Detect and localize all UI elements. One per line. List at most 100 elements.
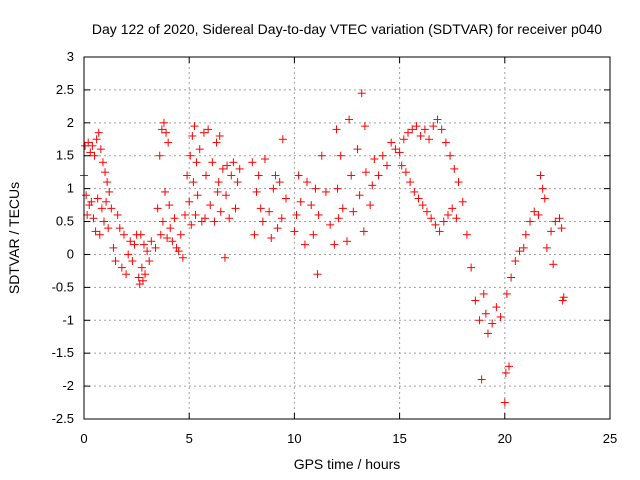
data-point [501,368,510,377]
data-point [404,128,413,137]
data-point [95,230,104,239]
data-point [549,260,558,269]
y-tick-label: 0 [67,246,74,261]
data-point [290,227,299,236]
data-point [151,243,160,252]
data-point [540,194,549,203]
data-point [188,131,197,140]
data-point [278,135,287,144]
data-point [345,115,354,124]
data-point [161,187,170,196]
data-point [180,210,189,219]
data-point [89,214,98,223]
data-point [414,194,423,203]
data-point [109,243,118,252]
data-point [452,214,461,223]
data-point [313,270,322,279]
data-point [102,197,111,206]
data-point [446,151,455,160]
data-point [496,312,505,321]
data-point [248,158,257,167]
data-point [103,178,112,187]
data-point [215,131,224,140]
data-point [85,201,94,210]
data-point [557,224,566,233]
data-point [214,178,223,187]
data-point [281,194,290,203]
data-point [361,168,370,177]
data-point [277,214,286,223]
data-point [300,240,309,249]
data-point [91,227,100,236]
data-point [250,230,259,239]
y-tick-label: 2 [67,115,74,130]
data-point [206,201,215,210]
data-point [115,224,124,233]
data-point [138,276,147,285]
data-point [294,171,303,180]
y-tick-label: 1 [67,181,74,196]
data-point [296,197,305,206]
data-point [141,270,150,279]
data-point [191,210,200,219]
y-tick-label: -2.5 [52,411,74,426]
data-point [187,220,196,229]
data-point [443,210,452,219]
data-point [401,168,410,177]
data-point [254,171,263,180]
data-point [97,204,106,213]
data-point [235,164,244,173]
data-point [483,329,492,338]
data-point [176,230,185,239]
data-point [357,89,366,98]
data-point [208,158,217,167]
y-tick-label: -2 [62,378,74,393]
y-axis-label: SDTVAR / TECUs [6,182,22,294]
data-point [481,309,490,318]
data-point [366,201,375,210]
data-point [332,125,341,134]
data-point [427,214,436,223]
data-point [183,171,192,180]
data-point [321,187,330,196]
data-point [117,263,126,272]
data-point [220,253,229,262]
data-point [353,145,362,154]
data-point [349,207,358,216]
data-point [558,296,567,305]
data-point [87,197,96,206]
y-tick-label: -0.5 [52,279,74,294]
data-point [231,204,240,213]
data-point [218,164,227,173]
data-point [534,210,543,219]
y-tick-label: -1.5 [52,345,74,360]
data-point [111,257,120,266]
data-point [273,224,282,233]
data-point [107,204,116,213]
data-point [172,243,181,252]
data-point [330,240,339,249]
data-point [502,289,511,298]
data-point [378,151,387,160]
data-point [559,293,568,302]
data-point [395,148,404,157]
data-point [124,250,133,259]
data-point [84,138,93,147]
data-point [101,168,110,177]
data-point [82,191,91,200]
data-point [387,138,396,147]
data-point [164,138,173,147]
data-point [391,145,400,154]
data-point [439,217,448,226]
data-point [199,128,208,137]
data-point [189,178,198,187]
data-point [336,151,345,160]
data-point [227,171,236,180]
data-point [185,197,194,206]
data-point [347,171,356,180]
data-point [233,178,242,187]
data-point [492,303,501,312]
data-point [303,178,312,187]
data-point [210,217,219,226]
y-tick-label: 3 [67,49,74,64]
